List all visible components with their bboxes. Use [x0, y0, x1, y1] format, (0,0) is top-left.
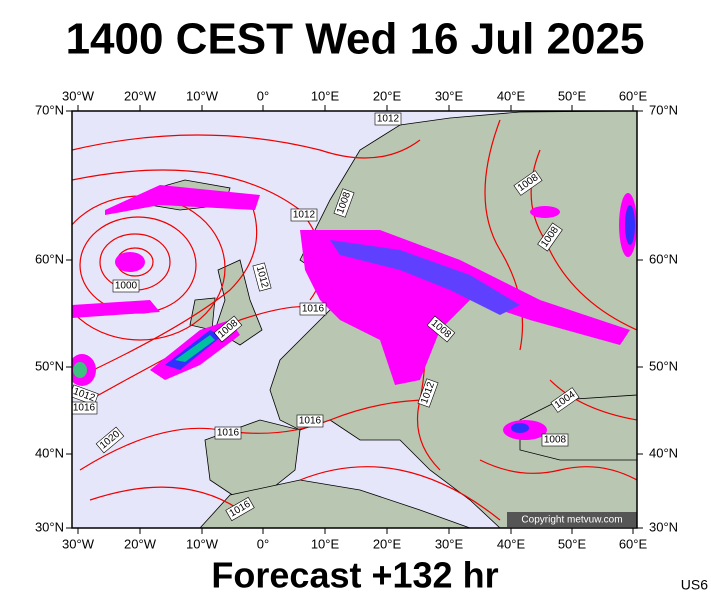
isobar-label-box [296, 414, 324, 428]
isobar-label-box [374, 112, 402, 126]
isobar-label-box [225, 496, 255, 522]
lon-label-top: 40°E [497, 88, 526, 103]
lat-label-right: 30°N [649, 519, 678, 534]
title: 1400 CEST Wed 16 Jul 2025 [66, 15, 645, 64]
lon-label-top: 0° [257, 88, 269, 103]
lon-label-top: 10°E [311, 88, 340, 103]
isobar-label-text: 1016 [73, 403, 96, 414]
axes: 30°W 30°W 20°W 20°W 10°W 10°W 0° 0° 10°E 10°E 20°E… [35, 88, 678, 551]
lat-label-left: 70°N [35, 102, 64, 117]
lon-label-top: 50°E [558, 88, 587, 103]
lon-label-bottom: 40°E [497, 536, 526, 551]
copyright: Copyright metvuw.com [521, 515, 622, 526]
isobar-label-box [72, 384, 99, 406]
isobar-label-box [537, 222, 563, 252]
isobar-label-box [95, 426, 125, 454]
isobar-label: 1016 [72, 401, 98, 415]
isobar-label: 1012 [290, 208, 318, 222]
lat-label-left: 60°N [35, 251, 64, 266]
isobar-label: 1016 [214, 426, 242, 440]
isobar-label: 1012 [252, 262, 272, 292]
isobar-label: 1008 [541, 433, 569, 447]
isobar-label-box [541, 433, 569, 447]
forecast-label: Forecast +132 hr [211, 555, 498, 596]
isobar-label-text: 1012 [377, 114, 400, 125]
isobar-label-box [333, 188, 355, 218]
lat-label-right: 60°N [649, 251, 678, 266]
isobar-label-box [252, 262, 272, 292]
lon-label-bottom: 0° [257, 536, 269, 551]
lat-label-left: 30°N [35, 519, 64, 534]
lon-label-bottom: 10°E [311, 536, 340, 551]
isobar-label: 1012 [374, 112, 402, 126]
isobar-label-box [299, 302, 327, 316]
lon-label-bottom: 20°W [124, 536, 157, 551]
lon-label-bottom: 20°E [373, 536, 402, 551]
isobar-label-box [290, 208, 318, 222]
lon-label-bottom: 60°E [619, 536, 648, 551]
isobar-label-box [513, 170, 543, 196]
lon-label-top: 20°W [124, 88, 157, 103]
lon-label-bottom: 50°E [558, 536, 587, 551]
lat-label-right: 40°N [649, 445, 678, 460]
lon-label-top: 30°E [435, 88, 464, 103]
isobar-label: 1000 [112, 279, 140, 293]
isobar-label-text: 1012 [293, 210, 316, 221]
lon-label-top: 20°E [373, 88, 402, 103]
model-code: US6 [681, 577, 708, 593]
map-frame [71, 110, 638, 529]
lon-label-top: 10°W [186, 88, 219, 103]
isobar-label-box [72, 401, 98, 415]
lon-label-top: 60°E [619, 88, 648, 103]
isobar-label: 1016 [299, 302, 327, 316]
isobar-label-box [426, 315, 456, 343]
isobar-label-box [214, 426, 242, 440]
isobar-label-box [417, 378, 439, 408]
lon-label-bottom: 30°W [62, 536, 95, 551]
isobar-label-text: 1016 [217, 428, 240, 439]
isobar-label-text: 1008 [544, 435, 567, 446]
lon-label-top: 30°W [62, 88, 95, 103]
lat-label-right: 70°N [649, 102, 678, 117]
isobar-label-text: 1016 [302, 304, 325, 315]
lon-label-bottom: 30°E [435, 536, 464, 551]
copyright-box [507, 512, 637, 527]
lon-label-bottom: 10°W [186, 536, 219, 551]
isobar-label: 1016 [296, 414, 324, 428]
isobar-label-text: 1000 [115, 281, 138, 292]
lat-label-left: 50°N [35, 358, 64, 373]
isobar-label-box [213, 315, 243, 343]
isobar-label-text: 1016 [299, 416, 322, 427]
isobar-label-box [112, 279, 140, 293]
lat-label-right: 50°N [649, 358, 678, 373]
lat-label-left: 40°N [35, 445, 64, 460]
isobar-label-box [550, 387, 580, 413]
